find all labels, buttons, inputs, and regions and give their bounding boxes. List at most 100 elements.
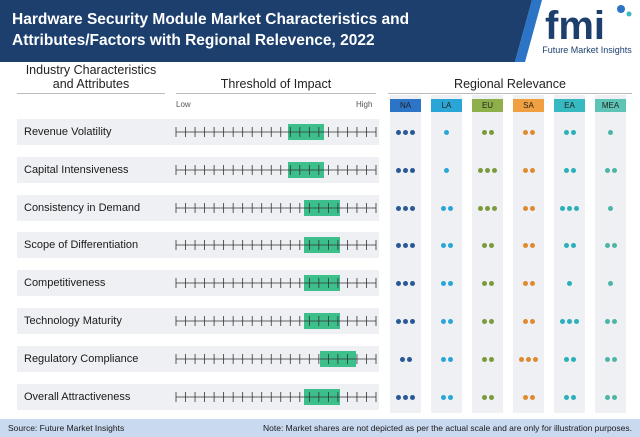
relevance-dots	[390, 278, 421, 288]
relevance-dot	[563, 242, 569, 248]
relevance-dots	[513, 165, 544, 175]
relevance-dot	[488, 242, 494, 248]
relevance-dot	[574, 318, 579, 324]
relevance-dots	[431, 240, 462, 250]
relevance-dot	[529, 318, 535, 324]
relevance-dots	[431, 278, 462, 288]
relevance-dot	[485, 205, 490, 211]
relevance-dot	[440, 242, 446, 248]
relevance-dot	[522, 167, 528, 173]
relevance-dot	[440, 356, 446, 362]
relevance-dots	[595, 278, 626, 288]
relevance-dot	[522, 280, 528, 286]
relevance-dot	[611, 356, 617, 362]
relevance-dot	[611, 394, 617, 400]
relevance-dots	[472, 240, 503, 250]
relevance-dots	[554, 127, 585, 137]
region-header: SA	[513, 99, 544, 112]
relevance-dots	[595, 165, 626, 175]
relevance-dot	[563, 394, 569, 400]
relevance-dot	[447, 205, 453, 211]
relevance-dot	[399, 356, 405, 362]
relevance-dot	[403, 167, 408, 173]
relevance-dots	[513, 127, 544, 137]
attribute-label: Overall Attractiveness	[24, 391, 131, 403]
relevance-dots	[431, 316, 462, 326]
relevance-dot	[447, 280, 453, 286]
relevance-dot	[403, 318, 408, 324]
relevance-dot	[406, 356, 412, 362]
relevance-dot	[529, 167, 535, 173]
relevance-dots	[431, 354, 462, 364]
relevance-dot	[563, 129, 569, 135]
relevance-dots	[595, 203, 626, 213]
region-header: LA	[431, 99, 462, 112]
logo-text: fmi	[545, 4, 605, 46]
relevance-dot	[611, 318, 617, 324]
scale-low-label: Low	[176, 100, 191, 109]
regional-header-rule	[388, 93, 632, 94]
threshold-scale	[175, 275, 377, 291]
relevance-dots	[390, 392, 421, 402]
relevance-dot	[608, 280, 613, 286]
scale-high-label: High	[356, 100, 373, 109]
relevance-dots	[472, 203, 503, 213]
relevance-dots	[472, 316, 503, 326]
footer-source: Source: Future Market Insights	[8, 423, 125, 433]
relevance-dot	[570, 394, 576, 400]
region-column	[472, 95, 503, 413]
relevance-dot	[611, 242, 617, 248]
threshold-scale	[175, 162, 377, 178]
threshold-scale	[175, 389, 377, 405]
relevance-dot	[447, 356, 453, 362]
relevance-dots	[513, 240, 544, 250]
relevance-dot	[529, 129, 535, 135]
relevance-dot	[526, 356, 531, 362]
relevance-dots	[513, 392, 544, 402]
relevance-dots	[595, 354, 626, 364]
relevance-dot	[519, 356, 524, 362]
relevance-dots	[595, 316, 626, 326]
region-header: EA	[554, 99, 585, 112]
relevance-dot	[529, 205, 535, 211]
relevance-dot	[447, 242, 453, 248]
relevance-dot	[410, 318, 415, 324]
relevance-dots	[472, 392, 503, 402]
relevance-dot	[570, 129, 576, 135]
relevance-dot	[604, 242, 610, 248]
relevance-dot	[529, 242, 535, 248]
attribute-label: Consistency in Demand	[24, 202, 141, 214]
relevance-dot	[396, 205, 401, 211]
relevance-dot	[403, 205, 408, 211]
region-column	[554, 95, 585, 413]
relevance-dot	[533, 356, 538, 362]
region-header: NA	[390, 99, 421, 112]
attribute-label: Competitiveness	[24, 277, 106, 289]
fmi-logo: fmi Future Market Insights	[537, 2, 637, 60]
relevance-dots	[390, 203, 421, 213]
relevance-dot	[608, 129, 613, 135]
relevance-dots	[513, 316, 544, 326]
threshold-header-rule	[176, 93, 376, 94]
relevance-dots	[472, 278, 503, 288]
relevance-dots	[472, 165, 503, 175]
relevance-dots	[595, 240, 626, 250]
threshold-scale	[175, 313, 377, 329]
relevance-dots	[390, 240, 421, 250]
attribute-label: Scope of Differentiation	[24, 239, 139, 251]
relevance-dot	[608, 205, 613, 211]
relevance-dots	[431, 392, 462, 402]
footer-note: Note: Market shares are not depicted as …	[262, 423, 632, 433]
relevance-dot	[570, 242, 576, 248]
relevance-dot	[396, 280, 401, 286]
header-banner	[0, 0, 542, 62]
relevance-dots	[513, 203, 544, 213]
relevance-dot	[522, 318, 528, 324]
region-header: MEA	[595, 99, 626, 112]
attributes-header-rule	[17, 93, 165, 94]
logo-subtitle: Future Market Insights	[542, 45, 632, 55]
relevance-dot	[529, 394, 535, 400]
relevance-dot	[410, 129, 415, 135]
relevance-dots	[472, 354, 503, 364]
